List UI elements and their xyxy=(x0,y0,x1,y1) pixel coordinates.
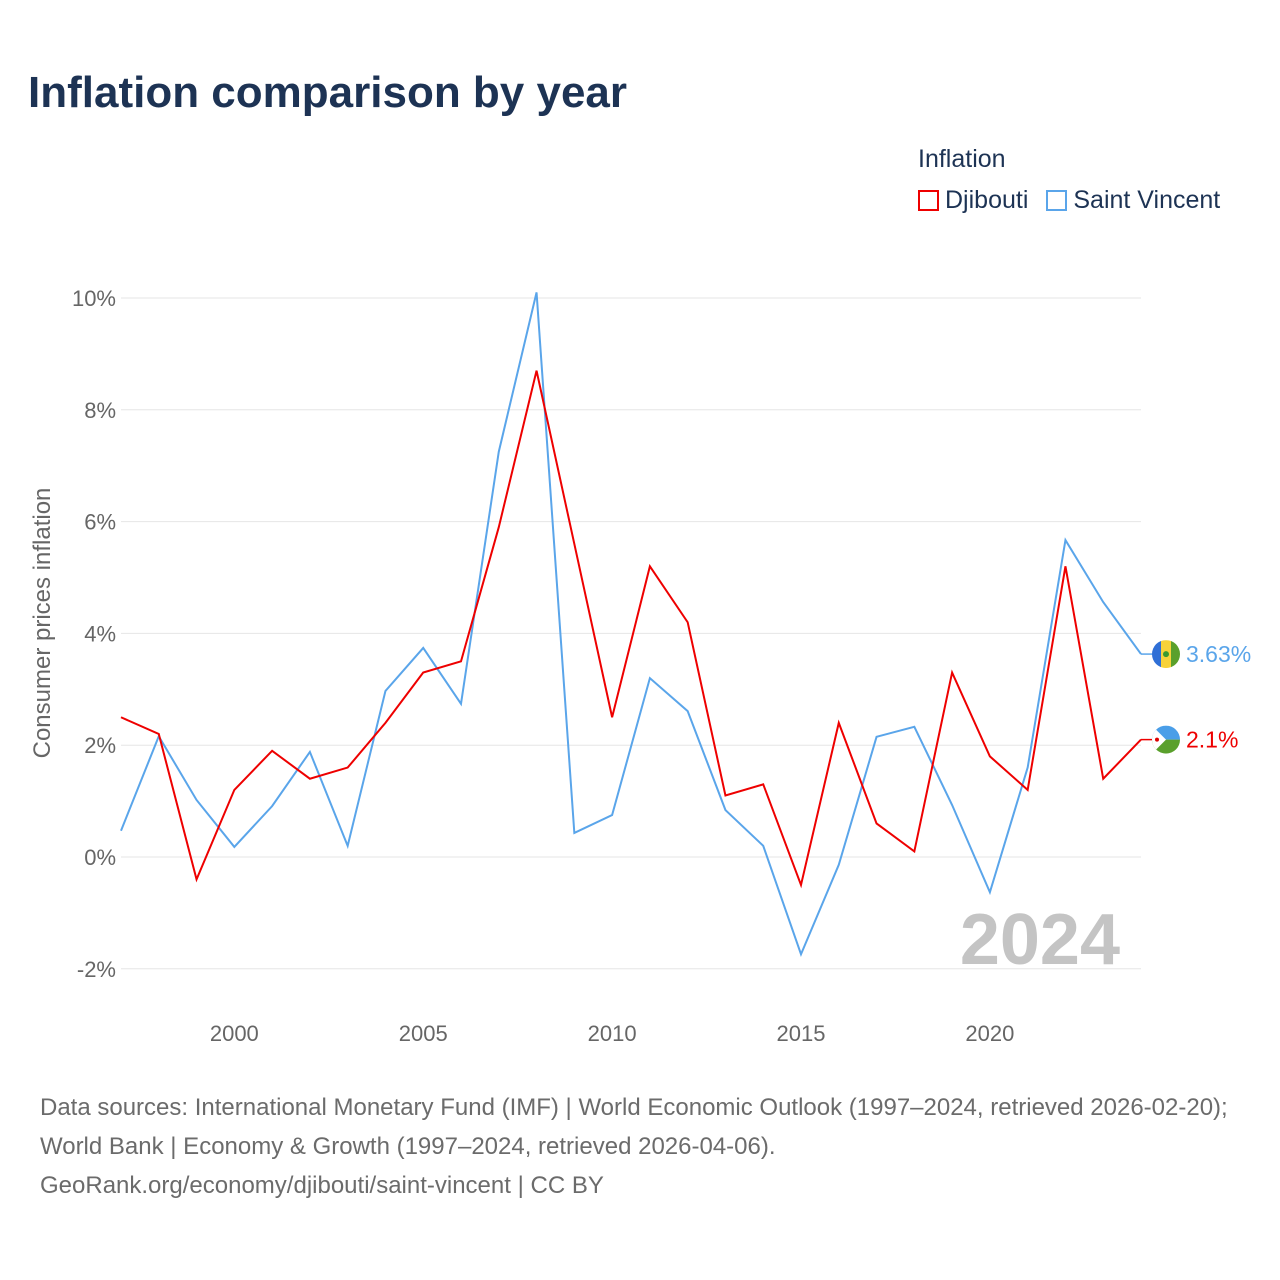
y-tick-label: 8% xyxy=(84,398,116,423)
legend-swatch-saint-vincent xyxy=(1046,190,1068,211)
source-note: Data sources: International Monetary Fun… xyxy=(40,1088,1250,1205)
x-tick-label: 2005 xyxy=(399,1021,448,1046)
source-text: Data sources: International Monetary Fun… xyxy=(40,1094,1228,1160)
legend: Djibouti Saint Vincent xyxy=(918,186,1220,215)
legend-label: Saint Vincent xyxy=(1073,186,1221,214)
y-axis-label: Consumer prices inflation xyxy=(29,488,56,759)
y-tick-label: 0% xyxy=(84,845,116,870)
chart-title: Inflation comparison by year xyxy=(28,68,628,117)
year-watermark: 2024 xyxy=(960,900,1120,980)
y-tick-label: -2% xyxy=(77,957,116,982)
legend-title: Inflation xyxy=(918,145,1006,173)
series-line-djibouti xyxy=(120,370,1142,889)
legend-label: Djibouti xyxy=(945,186,1029,214)
end-value-label: 3.63% xyxy=(1186,641,1251,667)
x-tick-label: 2010 xyxy=(588,1021,637,1046)
series-line-saint-vincent xyxy=(120,292,1142,958)
y-tick-label: 4% xyxy=(84,621,116,646)
djibouti-flag-icon xyxy=(1152,725,1180,754)
y-tick-label: 10% xyxy=(72,286,116,311)
source-url[interactable]: GeoRank.org/economy/djibouti/saint-vince… xyxy=(40,1172,604,1199)
legend-item-djibouti[interactable]: Djibouti xyxy=(918,186,1028,215)
legend-swatch-djibouti xyxy=(918,190,939,211)
end-value-label: 2.1% xyxy=(1186,727,1238,753)
saint-vincent-flag-icon xyxy=(1152,640,1180,669)
x-tick-label: 2000 xyxy=(210,1021,259,1046)
x-tick-label: 2015 xyxy=(777,1021,826,1046)
x-tick-label: 2020 xyxy=(965,1021,1014,1046)
y-tick-label: 2% xyxy=(84,733,116,758)
y-tick-label: 6% xyxy=(84,510,116,535)
plot-area: -2% 0% 2% 4% 6% 8% 10% 2000 2005 2010 2015 2020 202… xyxy=(29,286,1251,1046)
legend-item-saint-vincent[interactable]: Saint Vincent xyxy=(1046,186,1220,215)
